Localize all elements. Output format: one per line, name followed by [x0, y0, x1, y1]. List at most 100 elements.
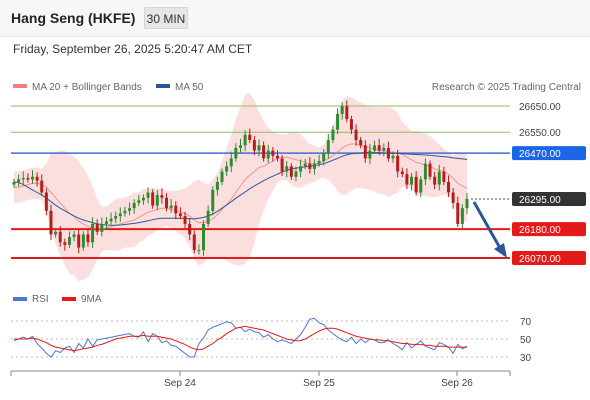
- candle-body: [312, 163, 316, 169]
- candle: [368, 143, 372, 165]
- candle: [354, 124, 358, 146]
- candle: [155, 190, 159, 211]
- candle-body: [229, 158, 233, 167]
- candle: [266, 144, 270, 163]
- candle-body: [95, 223, 99, 232]
- candle: [63, 238, 67, 251]
- candle: [174, 201, 178, 220]
- candle: [382, 143, 386, 157]
- candle-body: [322, 153, 326, 162]
- candle-body: [128, 208, 132, 211]
- x-axis: Sep 24 Sep 25 Sep 26: [10, 371, 511, 389]
- candle: [433, 171, 437, 190]
- level-label-5: 26070.00: [519, 254, 561, 265]
- level-tag-3: [512, 192, 586, 207]
- credit-text: Research © 2025 Trading Central: [432, 82, 581, 93]
- candle: [400, 167, 404, 178]
- candle: [165, 193, 169, 212]
- forecast-arrow-line: [472, 201, 502, 249]
- candle-body: [460, 208, 464, 224]
- candle: [202, 220, 206, 256]
- candle: [405, 168, 409, 190]
- candle: [294, 166, 298, 182]
- candle: [373, 140, 377, 154]
- candlesticks: [12, 100, 469, 256]
- candle-body: [114, 216, 118, 219]
- candle: [178, 207, 182, 220]
- candle: [197, 244, 201, 255]
- candle-body: [132, 202, 136, 209]
- level-label-0: 26650.00: [519, 102, 561, 113]
- candle: [248, 128, 252, 144]
- candle: [331, 125, 335, 144]
- ma9-legend-swatch: [62, 297, 76, 301]
- candle: [17, 174, 21, 187]
- candle: [229, 151, 233, 173]
- candle-body: [169, 205, 173, 209]
- candle-body: [280, 158, 284, 172]
- candle: [109, 212, 113, 225]
- candle: [262, 141, 266, 162]
- candle: [91, 217, 95, 249]
- forecast-arrow: [472, 201, 507, 258]
- level-label-1: 26550.00: [519, 128, 561, 139]
- candle-body: [17, 179, 21, 182]
- bollinger-legend-swatch: [13, 84, 27, 88]
- rsi-tick-50: 50: [520, 335, 532, 346]
- candle-body: [160, 195, 164, 198]
- candle: [451, 188, 455, 209]
- candle-body: [197, 250, 201, 252]
- candle-body: [63, 242, 67, 245]
- candle: [12, 178, 16, 188]
- candle: [234, 143, 238, 162]
- candle: [169, 199, 173, 213]
- candle-body: [211, 189, 215, 211]
- candle: [465, 193, 469, 214]
- candle: [211, 186, 215, 216]
- candle-body: [77, 234, 81, 248]
- candle: [104, 216, 108, 230]
- rsi-line: [13, 317, 468, 358]
- header-bar: Hang Seng (HKFE) 30 MIN: [0, 0, 590, 37]
- candle: [220, 168, 224, 186]
- candle-body: [271, 150, 275, 156]
- chart-datetime: Friday, September 26, 2025 5:20:47 AM CE…: [13, 42, 253, 56]
- forecast-arrow-head: [494, 243, 507, 258]
- candle-body: [442, 171, 446, 182]
- candle-body: [252, 140, 256, 151]
- candle-body: [183, 216, 187, 224]
- candle-body: [188, 223, 192, 235]
- candle-body: [151, 192, 155, 206]
- candle: [206, 205, 210, 228]
- rsi-legend: RSI 9MA: [13, 294, 102, 305]
- candle: [21, 171, 25, 186]
- rsi-legend-swatch: [13, 297, 27, 301]
- candle-body: [137, 200, 141, 203]
- candle: [419, 175, 423, 197]
- candle: [423, 158, 427, 186]
- level-label-2: 26470.00: [519, 149, 561, 160]
- candle: [67, 231, 71, 249]
- candle: [225, 161, 229, 176]
- candle-body: [308, 163, 312, 169]
- candle-body: [410, 176, 414, 185]
- candle-body: [345, 106, 349, 120]
- candle-body: [289, 166, 293, 177]
- candle: [456, 196, 460, 228]
- level-label-4: 26180.00: [519, 225, 561, 236]
- candle-body: [202, 223, 206, 251]
- candle-body: [91, 223, 95, 243]
- candle-body: [35, 176, 39, 181]
- candle: [299, 159, 303, 178]
- ma50-legend-swatch: [156, 84, 170, 88]
- candle-body: [58, 231, 62, 243]
- candle: [26, 173, 30, 183]
- candle: [437, 164, 441, 191]
- candle: [123, 206, 127, 217]
- candle-body: [386, 147, 390, 159]
- candle: [114, 211, 118, 224]
- timeframe-button[interactable]: 30 MIN: [144, 7, 188, 29]
- candle: [86, 229, 90, 247]
- candle: [460, 204, 464, 229]
